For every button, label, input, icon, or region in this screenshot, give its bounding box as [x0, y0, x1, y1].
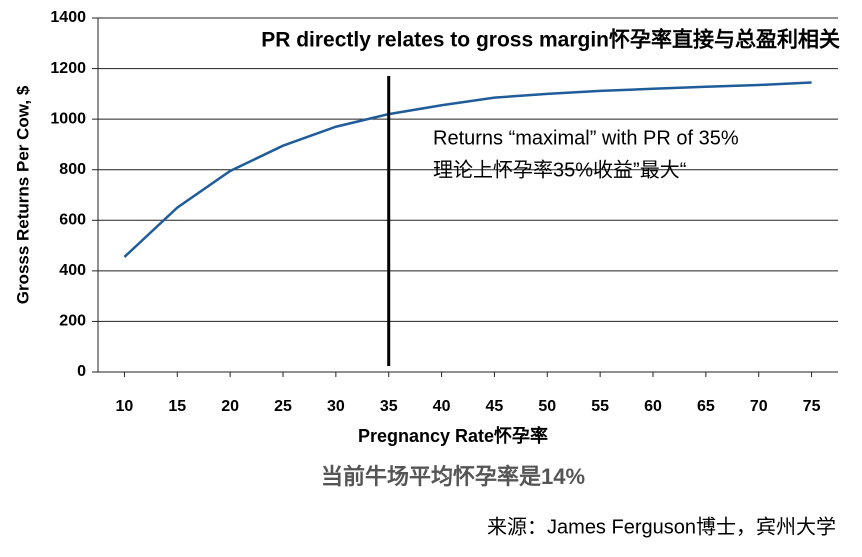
- x-tick-label: 75: [803, 398, 821, 415]
- y-tick-label: 0: [77, 363, 86, 380]
- y-tick-label: 1400: [50, 9, 86, 26]
- x-tick-label: 10: [116, 398, 134, 415]
- y-tick-label: 1200: [50, 60, 86, 77]
- x-tick-label: 35: [380, 398, 398, 415]
- y-tick-label: 1000: [50, 110, 86, 127]
- y-tick-label: 400: [59, 262, 86, 279]
- x-tick-label: 20: [221, 398, 239, 415]
- title-bg: [128, 26, 840, 56]
- y-tick-label: 200: [59, 313, 86, 330]
- source: 来源：James Ferguson博士，宾州大学: [487, 515, 836, 538]
- x-tick-label: 55: [591, 398, 609, 415]
- x-tick-label: 30: [327, 398, 345, 415]
- x-tick-label: 45: [486, 398, 504, 415]
- y-tick-label: 800: [59, 161, 86, 178]
- y-tick-label: 600: [59, 212, 86, 229]
- x-tick-label: 40: [433, 398, 451, 415]
- annotation: 理论上怀孕率35%收益”最大“: [433, 158, 686, 181]
- x-tick-label: 70: [750, 398, 768, 415]
- caption: 当前牛场平均怀孕率是14%: [321, 464, 585, 489]
- x-tick-label: 65: [697, 398, 715, 415]
- x-tick-label: 60: [644, 398, 662, 415]
- x-tick-label: 15: [168, 398, 186, 415]
- x-axis-label: Pregnancy Rate怀孕率: [358, 425, 548, 446]
- x-tick-label: 50: [538, 398, 556, 415]
- chart-title: PR directly relates to gross margin怀孕率直接…: [261, 28, 840, 52]
- x-tick-label: 25: [274, 398, 292, 415]
- annotation: Returns “maximal” with PR of 35%: [433, 127, 739, 149]
- data-line: [123, 81, 812, 258]
- y-axis-label: Grosss Returns Per Cow, $: [13, 85, 32, 304]
